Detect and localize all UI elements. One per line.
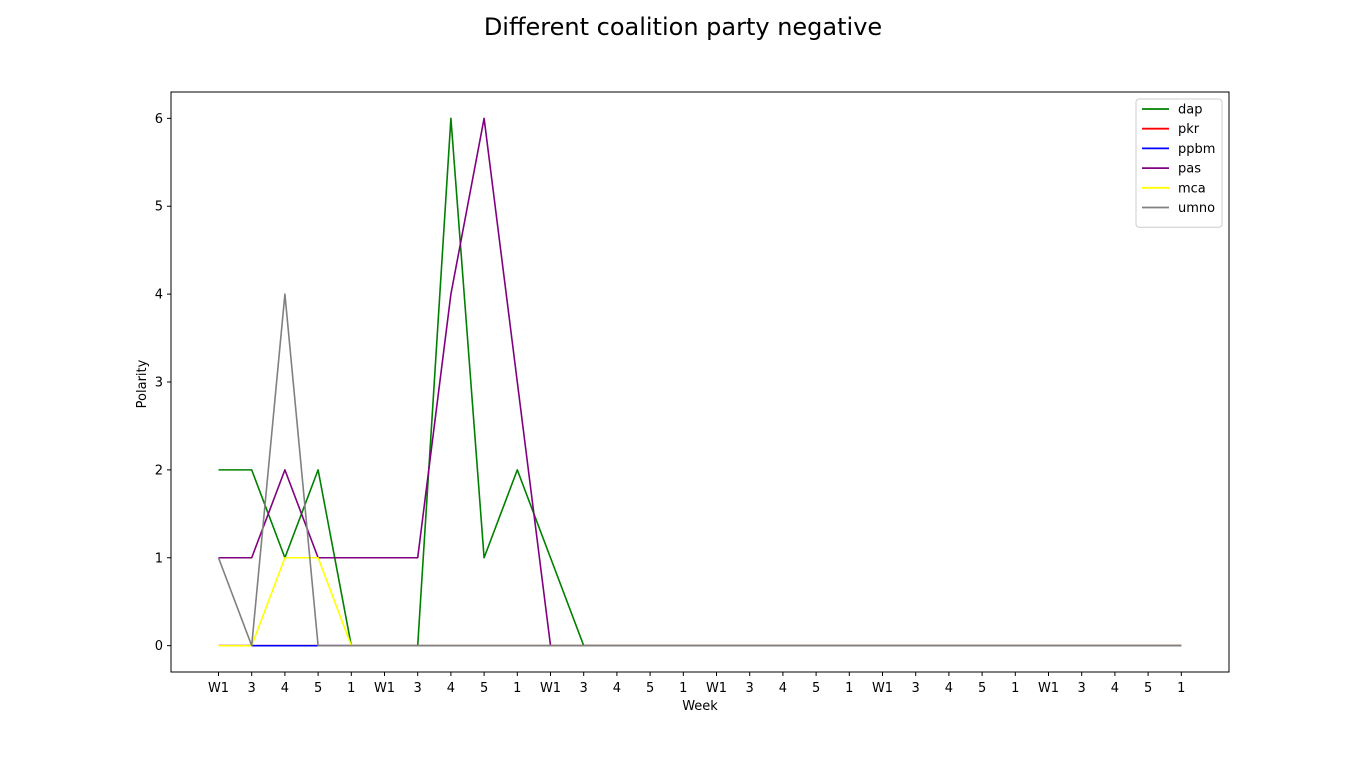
series-line-mca (218, 556, 1182, 647)
x-tick-label: 5 (314, 681, 322, 696)
x-tick-label: 1 (347, 681, 355, 696)
x-tick-label: 3 (580, 681, 588, 696)
y-tick-label: 0 (155, 639, 163, 654)
x-tick-label: 3 (746, 681, 754, 696)
x-tick-label: 1 (1177, 681, 1185, 696)
x-tick-label: W1 (706, 681, 727, 696)
x-tick-label: W1 (374, 681, 395, 696)
series-line-pas (218, 117, 1182, 647)
x-tick-label: W1 (540, 681, 561, 696)
x-tick-label: 4 (281, 681, 289, 696)
x-tick-label: 1 (513, 681, 521, 696)
x-tick-label: 4 (447, 681, 455, 696)
x-tick-label: 1 (679, 681, 687, 696)
y-tick-label: 3 (155, 376, 163, 391)
x-axis: W1 3 4 5 1 W1 3 4 5 1 W1 3 4 5 1 W1 3 4 5 1 W1 3 4 5 1 W1 3 4 5 1 (208, 672, 1185, 696)
y-axis-label: Polarity (135, 359, 150, 408)
x-tick-label: 3 (912, 681, 920, 696)
y-tick-label: 4 (155, 288, 163, 303)
x-tick-label: 3 (248, 681, 256, 696)
legend-label-ppbm: ppbm (1178, 142, 1215, 157)
legend-box (1135, 98, 1223, 228)
y-tick-label: 2 (155, 463, 163, 478)
legend-label-pkr: pkr (1178, 122, 1200, 137)
x-tick-label: 5 (480, 681, 488, 696)
plot-area (217, 117, 1182, 647)
x-tick-label: W1 (872, 681, 893, 696)
y-axis: 0 1 2 3 4 5 6 (155, 112, 171, 654)
y-tick-label: 5 (155, 200, 163, 215)
x-tick-label: 3 (1078, 681, 1086, 696)
x-tick-label: 4 (1111, 681, 1119, 696)
chart-title: Different coalition party negative (484, 13, 882, 41)
x-tick-label: 5 (978, 681, 986, 696)
x-tick-label: 3 (414, 681, 422, 696)
y-tick-label: 6 (155, 112, 163, 127)
x-tick-label: 5 (812, 681, 820, 696)
x-tick-label: 4 (945, 681, 953, 696)
x-axis-label: Week (682, 699, 718, 714)
x-tick-label: 5 (1144, 681, 1152, 696)
x-tick-label: 4 (613, 681, 621, 696)
x-tick-label: 1 (845, 681, 853, 696)
x-tick-label: 4 (779, 681, 787, 696)
legend-label-mca: mca (1178, 181, 1206, 196)
x-tick-label: 5 (646, 681, 654, 696)
x-tick-label: W1 (208, 681, 229, 696)
legend-label-pas: pas (1178, 162, 1201, 177)
plot-frame (170, 91, 1230, 673)
legend-label-umno: umno (1178, 201, 1215, 216)
x-tick-label: W1 (1038, 681, 1059, 696)
x-tick-label: 1 (1011, 681, 1019, 696)
legend-label-dap: dap (1178, 103, 1202, 118)
series-line-umno (217, 293, 1182, 647)
legend: dap pkr ppbm pas mca umno (1135, 98, 1223, 228)
series-line-dap (218, 117, 1182, 647)
y-tick-label: 1 (155, 551, 163, 566)
